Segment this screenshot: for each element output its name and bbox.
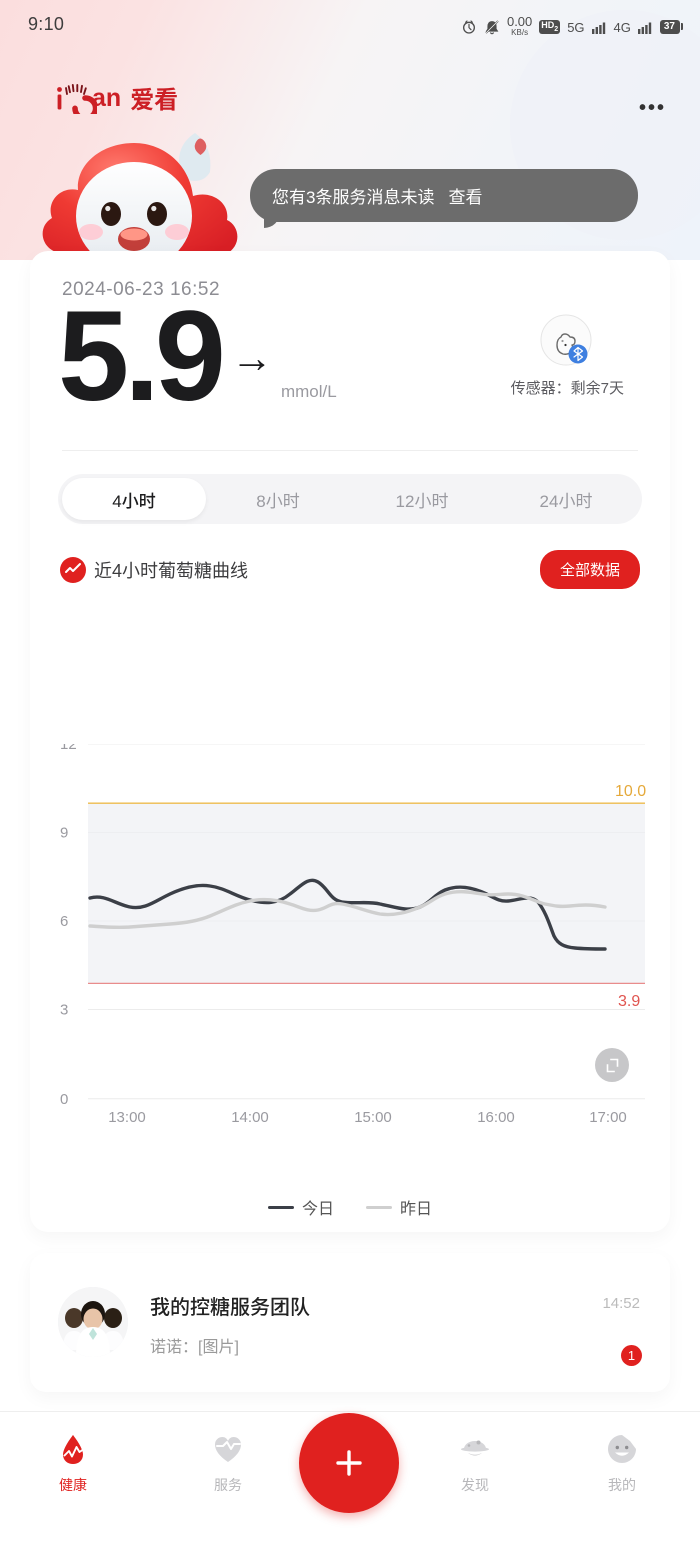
svg-text:3.9: 3.9	[618, 993, 640, 1010]
svg-text:12: 12	[60, 744, 77, 753]
svg-text:17:00: 17:00	[589, 1109, 627, 1126]
svg-text:9: 9	[60, 825, 68, 842]
svg-text:14:00: 14:00	[231, 1109, 269, 1126]
svg-text:15:00: 15:00	[354, 1109, 392, 1126]
svg-text:6: 6	[60, 913, 68, 930]
svg-text:16:00: 16:00	[477, 1109, 515, 1126]
svg-text:10.0: 10.0	[615, 783, 646, 800]
svg-text:3: 3	[60, 1002, 68, 1019]
svg-text:0: 0	[60, 1091, 68, 1108]
svg-text:13:00: 13:00	[108, 1109, 146, 1126]
